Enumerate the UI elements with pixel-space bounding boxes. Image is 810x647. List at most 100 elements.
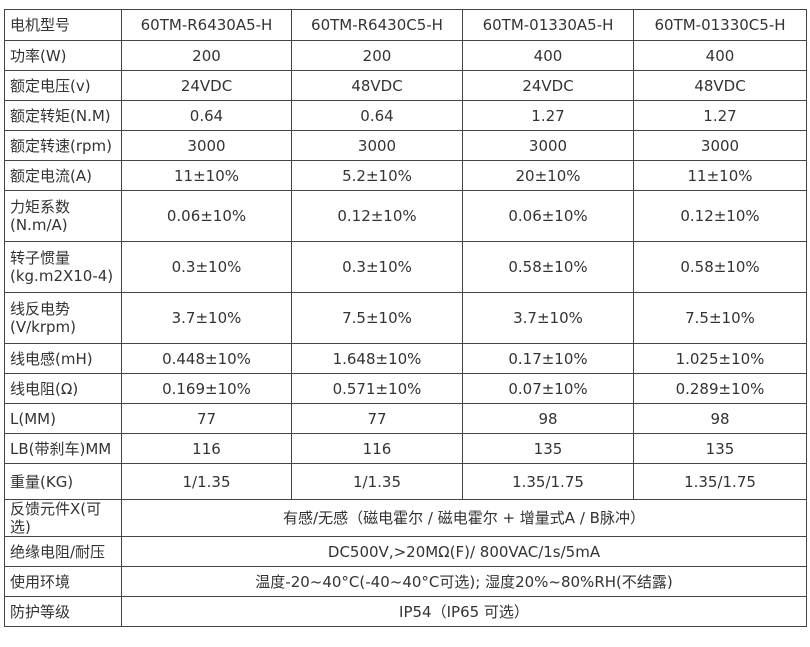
table-cell-merged: IP54（IP65 可选） [121, 596, 807, 627]
table-cell: 135 [633, 433, 807, 464]
table-row: 重量(KG) 1/1.35 1/1.35 1.35/1.75 1.35/1.75 [4, 463, 807, 500]
table-cell: 135 [462, 433, 634, 464]
table-cell-merged: 温度-20~40°C(-40~40°C可选); 湿度20%~80%RH(不结露) [121, 566, 807, 597]
table-row-shared: 绝缘电阻/耐压 DC500V,>20MΩ(F)/ 800VAC/1s/5mA [4, 536, 807, 567]
table-cell: 11±10% [121, 160, 292, 191]
table-cell: 400 [462, 40, 634, 71]
row-label-line: 额定转速(rpm) [10, 136, 113, 155]
table-row: 线反电势 (V/krpm) 3.7±10% 7.5±10% 3.7±10% 7.… [4, 292, 807, 344]
table-row: 线电感(mH) 0.448±10% 1.648±10% 0.17±10% 1.0… [4, 343, 807, 374]
row-label: 额定转矩(N.M) [4, 100, 122, 131]
table-row: 额定电压(v) 24VDC 48VDC 24VDC 48VDC [4, 70, 807, 101]
table-cell: 3000 [462, 130, 634, 161]
table-cell: 1.27 [633, 100, 807, 131]
row-label-line: 额定电流(A) [10, 166, 92, 185]
row-label: 额定转速(rpm) [4, 130, 122, 161]
model-name: 60TM-R6430A5-H [121, 9, 292, 41]
table-row-shared: 使用环境 温度-20~40°C(-40~40°C可选); 湿度20%~80%RH… [4, 566, 807, 597]
row-label-line: 额定转矩(N.M) [10, 106, 111, 125]
table-cell: 0.448±10% [121, 343, 292, 374]
table-cell: 24VDC [121, 70, 292, 101]
row-label: 线反电势 (V/krpm) [4, 292, 122, 344]
table-cell: 0.64 [291, 100, 463, 131]
table-cell: 116 [121, 433, 292, 464]
table-cell: 0.3±10% [291, 241, 463, 293]
table-cell: 0.17±10% [462, 343, 634, 374]
table-row: 线电阻(Ω) 0.169±10% 0.571±10% 0.07±10% 0.28… [4, 373, 807, 404]
row-label: 反馈元件X(可选) [4, 499, 122, 537]
motor-spec-table: 电机型号 60TM-R6430A5-H 60TM-R6430C5-H 60TM-… [4, 9, 807, 627]
table-cell: 7.5±10% [291, 292, 463, 344]
row-label: 转子惯量 (kg.m2X10-4) [4, 241, 122, 293]
row-label-line: (V/krpm) [10, 318, 77, 336]
table-cell: 98 [633, 403, 807, 434]
table-cell: 0.06±10% [121, 190, 292, 242]
row-label-line: 线电阻(Ω) [10, 379, 79, 398]
model-name: 60TM-01330C5-H [633, 9, 807, 41]
table-cell: 116 [291, 433, 463, 464]
table-cell: 0.64 [121, 100, 292, 131]
table-row: 额定转矩(N.M) 0.64 0.64 1.27 1.27 [4, 100, 807, 131]
row-label: LB(带刹车)MM [4, 433, 122, 464]
table-cell: 20±10% [462, 160, 634, 191]
row-label: 线电感(mH) [4, 343, 122, 374]
row-label: 线电阻(Ω) [4, 373, 122, 404]
table-row-header: 电机型号 60TM-R6430A5-H 60TM-R6430C5-H 60TM-… [4, 9, 807, 41]
row-label: 使用环境 [4, 566, 122, 597]
table-cell: 98 [462, 403, 634, 434]
table-row: 额定电流(A) 11±10% 5.2±10% 20±10% 11±10% [4, 160, 807, 191]
table-cell: 0.289±10% [633, 373, 807, 404]
row-label: 额定电流(A) [4, 160, 122, 191]
table-row: 力矩系数 (N.m/A) 0.06±10% 0.12±10% 0.06±10% … [4, 190, 807, 242]
table-row: 额定转速(rpm) 3000 3000 3000 3000 [4, 130, 807, 161]
table-cell: 0.06±10% [462, 190, 634, 242]
row-label-line: (N.m/A) [10, 216, 68, 234]
table-cell: 0.12±10% [633, 190, 807, 242]
table-cell: 1/1.35 [291, 463, 463, 500]
table-cell: 400 [633, 40, 807, 71]
table-cell: 1.025±10% [633, 343, 807, 374]
table-cell: 3000 [121, 130, 292, 161]
table-cell: 48VDC [633, 70, 807, 101]
row-label: 功率(W) [4, 40, 122, 71]
table-row-shared: 反馈元件X(可选) 有感/无感（磁电霍尔 / 磁电霍尔 + 增量式A / B脉冲… [4, 499, 807, 537]
table-row-shared: 防护等级 IP54（IP65 可选） [4, 596, 807, 627]
table-cell: 1.35/1.75 [633, 463, 807, 500]
row-label-line: 额定电压(v) [10, 76, 91, 95]
row-label-line: 力矩系数 [10, 198, 71, 216]
table-row: 功率(W) 200 200 400 400 [4, 40, 807, 71]
table-cell: 3.7±10% [462, 292, 634, 344]
table-cell: 77 [291, 403, 463, 434]
row-label: L(MM) [4, 403, 122, 434]
table-cell: 0.571±10% [291, 373, 463, 404]
table-cell-merged: DC500V,>20MΩ(F)/ 800VAC/1s/5mA [121, 536, 807, 567]
table-cell: 24VDC [462, 70, 634, 101]
row-label: 重量(KG) [4, 463, 122, 500]
row-label-line: L(MM) [10, 409, 56, 428]
table-cell: 3000 [291, 130, 463, 161]
table-cell: 11±10% [633, 160, 807, 191]
table-cell: 200 [291, 40, 463, 71]
table-cell-merged: 有感/无感（磁电霍尔 / 磁电霍尔 + 增量式A / B脉冲） [121, 499, 807, 537]
row-label-line: LB(带刹车)MM [10, 439, 112, 458]
row-label-line: 线反电势 [10, 300, 71, 318]
model-name: 60TM-01330A5-H [462, 9, 634, 41]
table-cell: 48VDC [291, 70, 463, 101]
table-cell: 3000 [633, 130, 807, 161]
table-cell: 1.648±10% [291, 343, 463, 374]
table-cell: 0.58±10% [462, 241, 634, 293]
table-cell: 77 [121, 403, 292, 434]
table-cell: 200 [121, 40, 292, 71]
table-cell: 0.07±10% [462, 373, 634, 404]
table-row: LB(带刹车)MM 116 116 135 135 [4, 433, 807, 464]
table-cell: 7.5±10% [633, 292, 807, 344]
row-label: 额定电压(v) [4, 70, 122, 101]
row-label-line: 功率(W) [10, 46, 67, 65]
table-cell: 0.3±10% [121, 241, 292, 293]
table-cell: 0.169±10% [121, 373, 292, 404]
model-name: 60TM-R6430C5-H [291, 9, 463, 41]
table-cell: 5.2±10% [291, 160, 463, 191]
table-cell: 0.58±10% [633, 241, 807, 293]
row-label: 绝缘电阻/耐压 [4, 536, 122, 567]
row-label-line: (kg.m2X10-4) [10, 267, 114, 285]
